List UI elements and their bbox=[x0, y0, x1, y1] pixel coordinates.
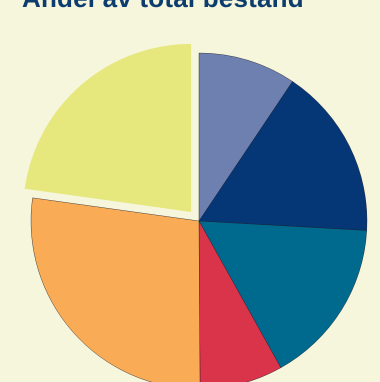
pie-slice-2 bbox=[198, 81, 368, 231]
pie-slice-4 bbox=[198, 220, 282, 382]
chart-title: Andel av total bestand bbox=[22, 0, 304, 14]
pie-slice-6 bbox=[24, 43, 192, 212]
pie-slice-3 bbox=[198, 220, 367, 368]
pie-slice-5 bbox=[30, 197, 201, 382]
pie-slice-1 bbox=[198, 52, 293, 222]
